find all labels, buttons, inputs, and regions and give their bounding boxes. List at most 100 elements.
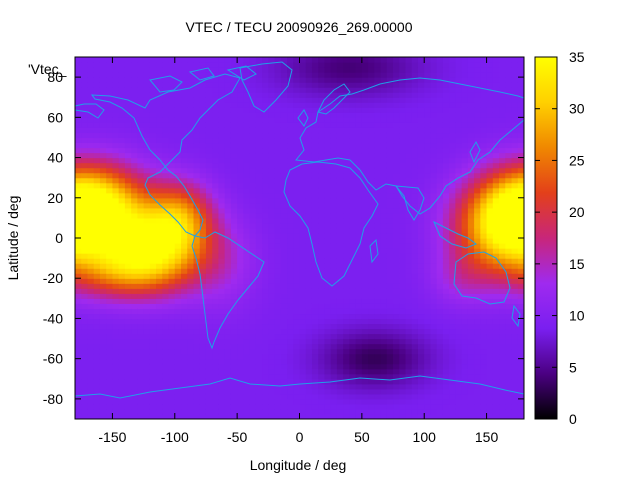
heatmap-cell xyxy=(168,92,176,98)
heatmap-cell xyxy=(499,122,506,128)
heatmap-cell xyxy=(262,102,269,108)
heatmap-cell xyxy=(349,273,357,279)
heatmap-cell xyxy=(399,197,407,204)
heatmap-cell xyxy=(349,248,357,254)
heatmap-cell xyxy=(449,157,457,164)
heatmap-cell xyxy=(467,232,475,239)
heatmap-cell xyxy=(455,348,463,355)
heatmap-cell xyxy=(336,222,344,229)
heatmap-cell xyxy=(143,398,151,405)
heatmap-cell xyxy=(212,102,220,108)
heatmap-cell xyxy=(499,413,506,419)
heatmap-cell xyxy=(112,358,120,365)
heatmap-cell xyxy=(75,303,82,309)
heatmap-cell xyxy=(386,182,394,189)
heatmap-cell xyxy=(411,212,419,219)
heatmap-cell xyxy=(205,82,213,88)
heatmap-cell xyxy=(311,318,319,325)
heatmap-cell xyxy=(461,393,469,400)
heatmap-cell xyxy=(499,313,506,320)
heatmap-cell xyxy=(386,318,394,325)
heatmap-cell xyxy=(299,222,307,229)
heatmap-cell xyxy=(118,112,126,118)
heatmap-cell xyxy=(230,72,238,78)
heatmap-cell xyxy=(461,358,469,365)
heatmap-cell xyxy=(137,147,145,154)
heatmap-cell xyxy=(224,172,232,179)
heatmap-cell xyxy=(467,363,475,370)
heatmap-cell xyxy=(349,97,357,103)
heatmap-cell xyxy=(268,268,276,274)
heatmap-cell xyxy=(324,383,332,390)
heatmap-cell xyxy=(268,197,276,204)
heatmap-cell xyxy=(287,408,294,415)
heatmap-cell xyxy=(143,187,151,194)
heatmap-cell xyxy=(168,238,176,244)
heatmap-cell xyxy=(380,368,388,375)
heatmap-cell xyxy=(118,308,126,315)
heatmap-cell xyxy=(368,353,375,360)
heatmap-cell xyxy=(230,393,238,400)
heatmap-cell xyxy=(343,278,350,284)
heatmap-cell xyxy=(293,263,301,269)
heatmap-cell xyxy=(218,263,226,269)
heatmap-cell xyxy=(411,343,419,350)
heatmap-cell xyxy=(505,313,513,320)
heatmap-cell xyxy=(324,232,332,239)
heatmap-cell xyxy=(417,187,425,194)
heatmap-cell xyxy=(174,293,182,299)
heatmap-cell xyxy=(143,248,151,254)
heatmap-cell xyxy=(106,82,114,88)
heatmap-cell xyxy=(436,248,444,254)
heatmap-cell xyxy=(131,172,138,179)
heatmap-cell xyxy=(156,82,163,88)
heatmap-cell xyxy=(461,398,469,405)
heatmap-cell xyxy=(399,127,407,134)
heatmap-cell xyxy=(230,373,238,380)
heatmap-cell xyxy=(181,192,188,199)
heatmap-cell xyxy=(137,77,145,83)
heatmap-cell xyxy=(318,207,326,214)
heatmap-cell xyxy=(343,57,350,63)
heatmap-cell xyxy=(386,238,394,244)
heatmap-cell xyxy=(474,122,481,128)
heatmap-cell xyxy=(205,162,213,169)
heatmap-cell xyxy=(430,308,438,315)
heatmap-cell xyxy=(399,343,407,350)
heatmap-cell xyxy=(411,222,419,229)
heatmap-cell xyxy=(330,142,338,149)
heatmap-cell xyxy=(386,353,394,360)
heatmap-cell xyxy=(442,338,450,345)
heatmap-cell xyxy=(187,212,195,219)
heatmap-cell xyxy=(405,57,413,63)
heatmap-cell xyxy=(287,77,294,83)
heatmap-cell xyxy=(262,217,269,224)
heatmap-cell xyxy=(411,57,419,63)
heatmap-cell xyxy=(486,253,494,259)
heatmap-cell xyxy=(311,162,319,169)
heatmap-cell xyxy=(480,383,488,390)
heatmap-cell xyxy=(193,348,201,355)
heatmap-cell xyxy=(449,413,457,419)
heatmap-cell xyxy=(293,182,301,189)
heatmap-cell xyxy=(255,137,263,144)
heatmap-cell xyxy=(249,152,257,159)
heatmap-cell xyxy=(455,197,463,204)
heatmap-cell xyxy=(492,303,500,309)
heatmap-cell xyxy=(112,243,120,249)
heatmap-cell xyxy=(355,283,363,289)
heatmap-cell xyxy=(474,62,481,68)
heatmap-cell xyxy=(93,152,101,159)
heatmap-cell xyxy=(274,72,282,78)
heatmap-cell xyxy=(131,248,138,254)
heatmap-cell xyxy=(149,248,157,254)
heatmap-cell xyxy=(311,157,319,164)
heatmap-cell xyxy=(156,333,163,340)
heatmap-cell xyxy=(156,117,163,123)
heatmap-cell xyxy=(455,278,463,284)
heatmap-cell xyxy=(262,378,269,385)
heatmap-cell xyxy=(449,102,457,108)
heatmap-cell xyxy=(399,263,407,269)
heatmap-cell xyxy=(243,243,251,249)
heatmap-cell xyxy=(174,182,182,189)
